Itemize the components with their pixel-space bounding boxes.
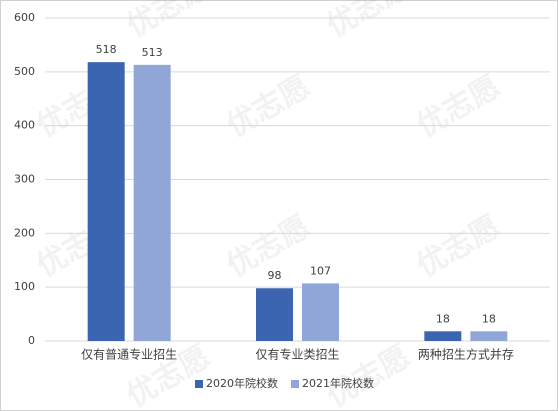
x-tick-label: 仅有普通专业招生 (81, 347, 177, 362)
bar (302, 283, 339, 341)
y-tick-label: 200 (14, 226, 35, 239)
bar (87, 62, 125, 341)
data-label: 518 (96, 43, 117, 56)
data-label: 18 (436, 312, 450, 325)
bar (424, 331, 462, 341)
y-tick-label: 100 (14, 280, 35, 293)
data-label: 107 (310, 264, 331, 277)
data-label: 98 (268, 269, 282, 282)
legend-label: 2020年院校数 (206, 376, 278, 390)
bar (133, 64, 171, 342)
legend-swatch (291, 380, 299, 388)
data-label: 513 (142, 46, 163, 59)
legend-label: 2021年院校数 (302, 376, 374, 390)
bar (470, 331, 508, 341)
data-label: 18 (482, 312, 496, 325)
y-tick-label: 0 (28, 334, 35, 347)
x-tick-label: 两种招生方式并存 (418, 347, 514, 362)
y-tick-label: 400 (14, 119, 35, 132)
y-tick-label: 300 (14, 173, 35, 186)
y-tick-label: 600 (14, 11, 35, 24)
x-tick-label: 仅有专业类招生 (255, 347, 339, 362)
y-tick-label: 500 (14, 65, 35, 78)
legend-swatch (195, 380, 203, 388)
bar (256, 288, 293, 341)
